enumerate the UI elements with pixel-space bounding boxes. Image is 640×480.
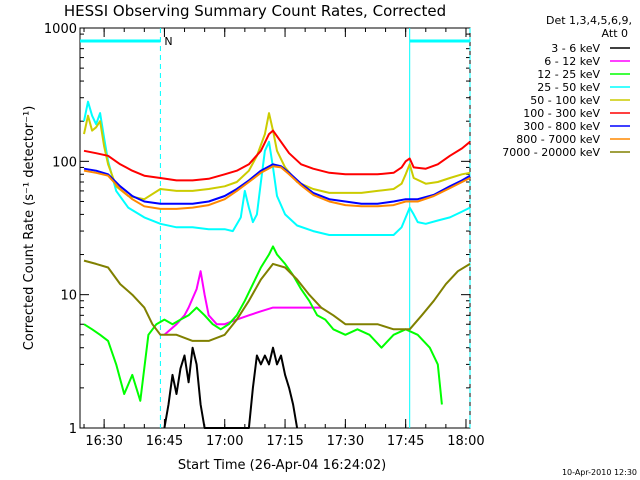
y-tick-label: 1000 (44, 22, 77, 37)
footer-date: 10-Apr-2010 12:30 (562, 468, 637, 477)
series-line-50-100-kev (83, 112, 471, 201)
x-tick-label: 17:45 (387, 434, 424, 449)
x-tick-label: 18:00 (447, 434, 484, 449)
chart-title: HESSI Observing Summary Count Rates, Cor… (64, 2, 446, 20)
x-tick-label: 17:00 (206, 434, 243, 449)
x-tick-label: 17:15 (266, 434, 303, 449)
legend-label: 12 - 25 keV (537, 68, 600, 81)
legend-label: 50 - 100 keV (530, 94, 600, 107)
legend-label: 800 - 7000 keV (516, 133, 600, 146)
series-line-6-12-kev (163, 270, 322, 336)
y-tick-label: 1 (69, 422, 77, 437)
y-tick-label: 10 (60, 289, 77, 304)
series-line-100-300-kev (83, 129, 471, 182)
x-axis-label: Start Time (26-Apr-04 16:24:02) (178, 458, 386, 473)
series-line-800-7000-kev (83, 165, 471, 210)
legend-label: 100 - 300 keV (523, 107, 600, 120)
legend-label: 25 - 50 keV (537, 81, 600, 94)
legend-header-line-2: Att 0 (602, 27, 628, 40)
series-line-300-800-kev (83, 163, 471, 205)
legend-label: 6 - 12 keV (544, 55, 600, 68)
series-line-7000-20000-kev (83, 259, 471, 342)
y-axis-label: Corrected Count Rate (s⁻¹ detector⁻¹) (22, 106, 37, 351)
x-tick-label: 16:30 (85, 434, 122, 449)
plot-frame (79, 27, 471, 429)
x-tick-label: 16:45 (146, 434, 183, 449)
legend-header-line-1: Det 1,3,4,5,6,9, (546, 14, 632, 27)
series-line-25-50-kev (83, 100, 471, 236)
night-bar-label: N (164, 35, 172, 48)
plot-area: 1 10 100 1000 16:30 16:45 17:00 17:15 17:30 17:45… (44, 22, 485, 449)
x-tick-label: 17:30 (327, 434, 364, 449)
legend-label: 3 - 6 keV (551, 42, 600, 55)
series-line-12-25-kev (83, 245, 443, 405)
y-tick-label: 100 (52, 155, 77, 170)
legend-label: 300 - 800 keV (523, 120, 600, 133)
series-line-3-6-kev (163, 346, 299, 429)
legend-label: 7000 - 20000 keV (502, 146, 600, 159)
